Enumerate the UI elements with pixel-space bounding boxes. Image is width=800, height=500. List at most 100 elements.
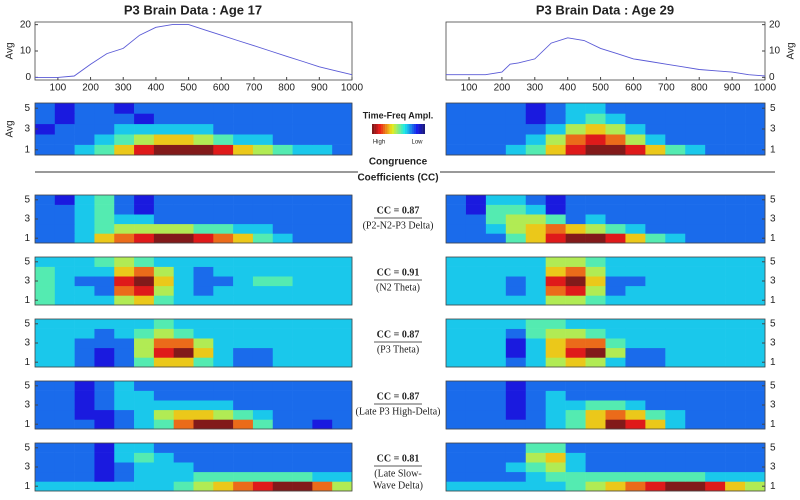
- legend-swatch: [420, 124, 423, 134]
- heatmap-cell: [94, 285, 115, 296]
- heatmap-cell: [94, 443, 115, 453]
- heatmap-cell: [725, 295, 746, 306]
- heatmap-cell: [312, 204, 333, 215]
- heatmap-cell: [446, 452, 467, 463]
- heatmap-cell: [645, 443, 666, 453]
- heatmap-cell: [625, 233, 646, 244]
- heatmap-cell: [292, 103, 313, 114]
- heatmap-cell: [446, 400, 467, 411]
- heatmap-cell: [54, 103, 75, 114]
- heatmap-cell: [645, 419, 666, 430]
- heatmap-cell: [645, 481, 666, 492]
- heatmap-cell: [74, 471, 95, 482]
- heatmap-cell: [292, 390, 313, 401]
- heatmap-cell: [446, 419, 467, 430]
- heatmap-cell: [565, 347, 586, 358]
- heatmap-cell: [605, 113, 626, 125]
- heatmap-cell: [54, 357, 75, 368]
- heatmap-cell: [565, 103, 586, 114]
- heatmap-cell: [545, 195, 566, 205]
- heatmap-cell: [585, 390, 606, 401]
- heatmap-cell: [545, 357, 566, 368]
- heatmap-cell: [252, 214, 274, 225]
- heatmap-cell: [505, 134, 527, 145]
- heatmap-cell: [134, 381, 155, 391]
- heatmap-cell: [312, 103, 333, 114]
- heatmap-cell: [252, 381, 274, 391]
- heatmap-cell: [94, 409, 115, 420]
- heatmap-cell: [645, 319, 666, 329]
- heatmap-cell: [545, 347, 566, 358]
- heatmap-cell: [35, 452, 56, 463]
- heatmap-cell: [585, 462, 606, 473]
- heatmap-cell: [252, 285, 274, 296]
- heatmap-cell: [193, 276, 214, 287]
- heatmap-cell: [705, 481, 726, 492]
- heatmap-cell: [705, 214, 726, 225]
- heatmap-cell: [54, 471, 75, 482]
- heatmap-cell: [35, 443, 56, 453]
- heatmap-cell: [332, 223, 353, 234]
- heatmap-cell: [485, 113, 507, 125]
- heatmap-cell: [252, 390, 274, 401]
- heatmap-cell: [272, 285, 293, 296]
- y-tick-label: 0: [769, 72, 775, 83]
- heatmap-cell: [565, 123, 586, 135]
- heatmap-cell: [54, 134, 75, 145]
- heatmap-cell: [74, 419, 95, 430]
- heatmap-cell: [54, 257, 75, 267]
- heatmap-cell: [505, 400, 527, 411]
- heatmap-cell: [545, 276, 566, 287]
- heatmap-cell: [685, 443, 706, 453]
- heatmap-cell: [605, 233, 626, 244]
- legend-swatch: [396, 124, 399, 134]
- heatmap-cell: [173, 113, 194, 125]
- heatmap-cell: [745, 103, 766, 114]
- heatmap-cell: [134, 400, 155, 411]
- heatmap-cell: [233, 347, 254, 358]
- heatmap-cell: [292, 295, 313, 306]
- heatmap-cell: [35, 113, 56, 125]
- heatmap-cell: [605, 338, 626, 349]
- heatmap-cell: [665, 134, 686, 145]
- heatmap-cell: [292, 462, 313, 473]
- heatmap-cell: [35, 390, 56, 401]
- heatmap-cell: [272, 214, 293, 225]
- heatmap-cell: [233, 266, 254, 277]
- y-tick-label: 1: [770, 233, 776, 244]
- x-tick-label: 300: [115, 83, 132, 94]
- heatmap-cell: [94, 103, 115, 114]
- heatmap-cell: [213, 134, 234, 145]
- heatmap-cell: [446, 381, 467, 391]
- heatmap-cell: [446, 357, 467, 368]
- heatmap-cell: [505, 266, 527, 277]
- heatmap-cell: [585, 471, 606, 482]
- y-tick-label: 3: [24, 462, 30, 473]
- heatmap-cell: [134, 113, 155, 125]
- heatmap-cell: [54, 123, 75, 135]
- heatmap-cell: [193, 103, 214, 114]
- heatmap-cell: [485, 223, 507, 234]
- heatmap-cell: [94, 400, 115, 411]
- y-tick-label: 1: [24, 233, 30, 244]
- heatmap-cell: [332, 357, 353, 368]
- heatmap-cell: [685, 204, 706, 215]
- heatmap-cell: [54, 319, 75, 329]
- heatmap-cell: [705, 471, 726, 482]
- heatmap-cell: [705, 347, 726, 358]
- x-tick-label: 300: [526, 83, 543, 94]
- heatmap-cell: [54, 481, 75, 492]
- heatmap-cell: [114, 214, 135, 225]
- heatmap-cell: [745, 319, 766, 329]
- heatmap-cell: [745, 223, 766, 234]
- heatmap-cell: [605, 381, 626, 391]
- heatmap-cell: [446, 276, 467, 287]
- heatmap-cell: [446, 462, 467, 473]
- heatmap-cell: [605, 462, 626, 473]
- heatmap-cell: [312, 390, 333, 401]
- heatmap-cell: [665, 295, 686, 306]
- heatmap-cell: [585, 204, 606, 215]
- heatmap-cell: [292, 381, 313, 391]
- heatmap-cell: [745, 257, 766, 267]
- heatmap-cell: [685, 113, 706, 125]
